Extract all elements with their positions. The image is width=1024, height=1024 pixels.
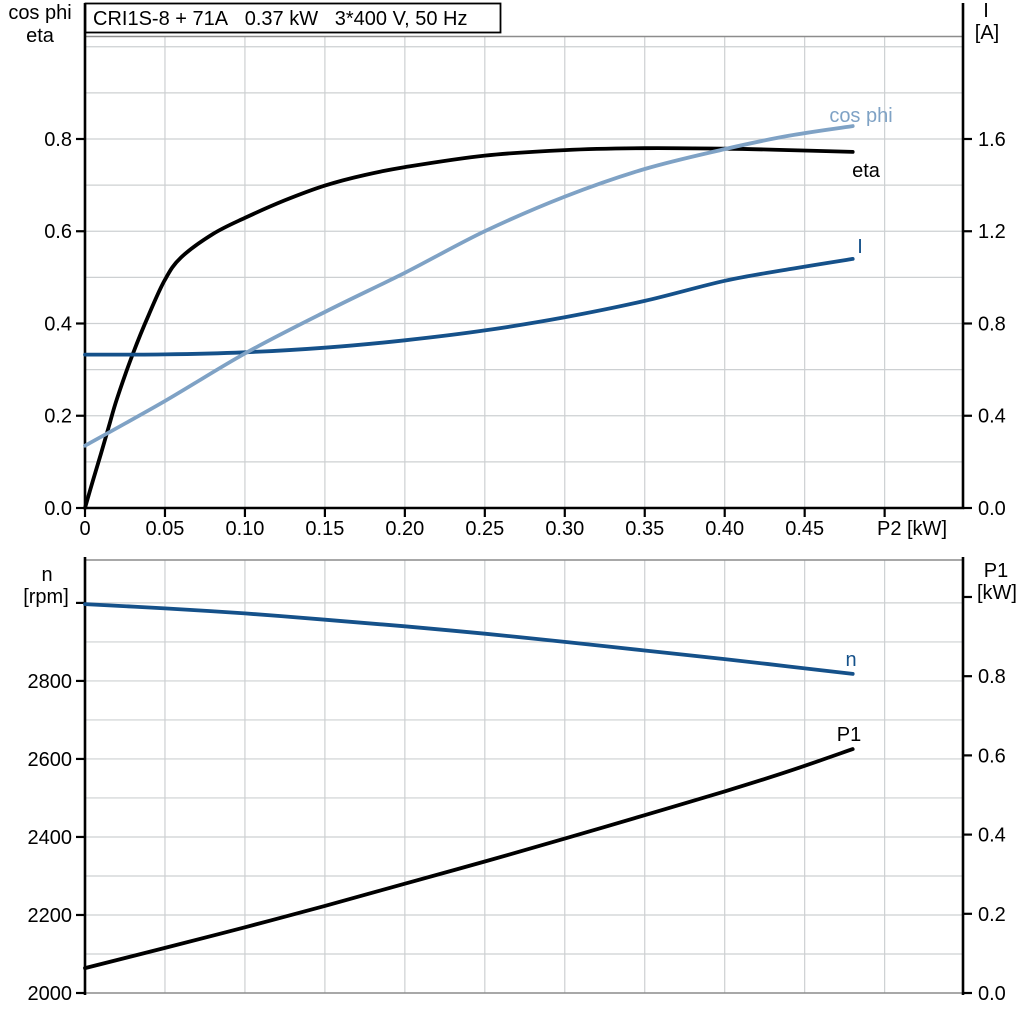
- y-right-tick-label: 0.8: [978, 313, 1006, 335]
- y-left-axis-title: n: [41, 564, 52, 586]
- y-left-axis-title: [rpm]: [23, 586, 69, 608]
- y-right-tick-label: 0.0: [978, 983, 1006, 1005]
- y-right-tick-label: 0.4: [978, 825, 1006, 847]
- curve-label-n: n: [845, 649, 856, 671]
- x-axis-tick-label: 0: [79, 518, 90, 540]
- x-axis-tick-label: 0.05: [145, 518, 184, 540]
- y-left-tick-label: 2000: [28, 983, 73, 1005]
- x-axis-tick-label: 0.40: [705, 518, 744, 540]
- y-left-axis-title: cos phi: [8, 2, 71, 24]
- x-axis-tick-label: 0.10: [225, 518, 264, 540]
- chart-top-electrical: 0.0 0.2 0.4 0.6 0.8 0.0 0.4 0.8 1.2 1.6 0 0.05 0.10 0…: [8, 0, 1006, 540]
- y-right-axis-title: P1: [984, 560, 1008, 582]
- y-left-tick-label: 0.4: [44, 313, 72, 335]
- y-left-tick-label: 0.6: [44, 221, 72, 243]
- y-left-tick-label: 0.8: [44, 129, 72, 151]
- x-axis-tick-label: 0.20: [385, 518, 424, 540]
- series-cos_phi: [83, 124, 855, 448]
- y-left-tick-label: 2200: [28, 905, 73, 927]
- y-left-tick-label: 2600: [28, 749, 73, 771]
- chart-bottom-speed-power: 200022002400260028000.00.20.40.60.8nP1n[…: [23, 557, 1017, 1005]
- y-right-axis-title: [A]: [975, 22, 999, 44]
- curve-label-eta: eta: [852, 160, 881, 182]
- series-eta: [83, 146, 855, 510]
- title-box: CRI1S-8 + 71A 0.37 kW 3*400 V, 50 Hz: [84, 2, 502, 34]
- y-left-tick-label: 2800: [28, 671, 73, 693]
- y-right-tick-label: 1.6: [978, 129, 1006, 151]
- series-n: [83, 602, 855, 676]
- chart-title: CRI1S-8 + 71A 0.37 kW 3*400 V, 50 Hz: [93, 8, 467, 30]
- curve-label-P1: P1: [837, 724, 861, 746]
- y-left-axis-title: eta: [26, 25, 55, 47]
- y-right-axis-title: I: [983, 0, 989, 22]
- y-right-axis-title: [kW]: [977, 582, 1017, 604]
- x-axis-tick-label: 0.35: [625, 518, 664, 540]
- x-axis-tick-label: 0.45: [785, 518, 824, 540]
- curve-label-cos_phi: cos phi: [829, 105, 892, 127]
- x-axis-title: P2 [kW]: [877, 518, 947, 540]
- series-I: [83, 257, 855, 357]
- y-left-tick-label: 2400: [28, 827, 73, 849]
- y-left-tick-label: 0.0: [44, 498, 72, 520]
- x-axis-tick-label: 0.25: [465, 518, 504, 540]
- series-P1: [83, 747, 855, 970]
- curve-label-I: I: [857, 236, 863, 258]
- y-right-tick-label: 0.8: [978, 666, 1006, 688]
- y-left-tick-label: 0.2: [44, 406, 72, 428]
- y-right-tick-label: 0.4: [978, 406, 1006, 428]
- x-axis-tick-label: 0.30: [545, 518, 584, 540]
- y-right-tick-label: 1.2: [978, 221, 1006, 243]
- x-axis-tick-label: 0.15: [305, 518, 344, 540]
- y-right-tick-label: 0.6: [978, 745, 1006, 767]
- y-right-tick-label: 0.0: [978, 498, 1006, 520]
- y-right-tick-label: 0.2: [978, 904, 1006, 926]
- title-box-border: [84, 2, 502, 34]
